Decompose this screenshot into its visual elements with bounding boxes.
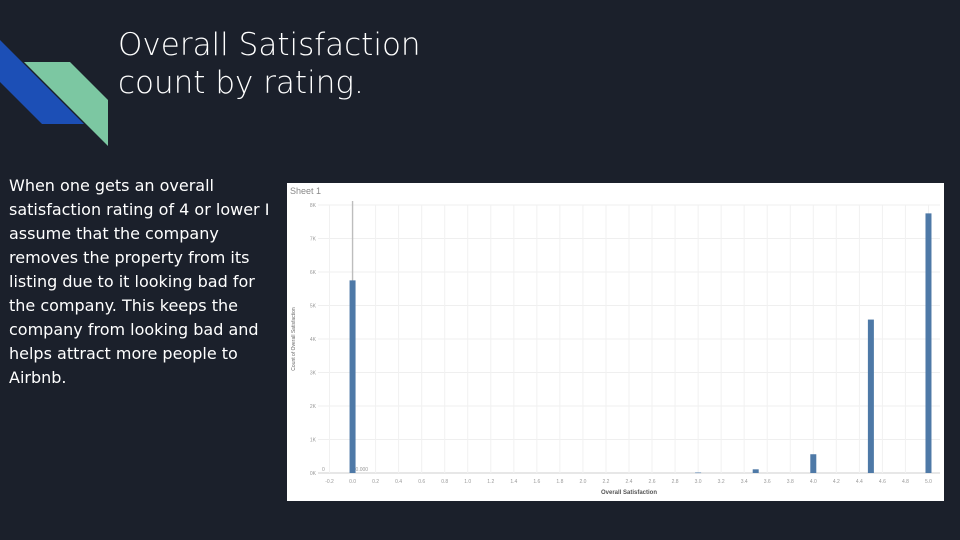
x-tick-label: 0.2 [372, 479, 379, 485]
blue-stripe [0, 40, 84, 124]
x-tick-label: 4.4 [856, 479, 863, 485]
x-tick-label: 4.0 [810, 479, 817, 485]
bar [810, 454, 817, 473]
y-axis-title: Count of Overall Satisfaction [291, 307, 297, 371]
x-tick-label: 5.0 [925, 479, 932, 485]
slide-body-text: When one gets an overall satisfaction ra… [9, 176, 270, 387]
x-tick-label: 1.4 [510, 479, 517, 485]
y-tick-label: 0K [310, 471, 317, 477]
x-tick-label: 0.6 [418, 479, 425, 485]
y-tick-label: 5K [310, 304, 317, 310]
x-tick-label: 2.2 [602, 479, 609, 485]
x-tick-label: 2.0 [579, 479, 586, 485]
x-tick-label: 2.6 [649, 479, 656, 485]
bar [867, 319, 874, 473]
x-tick-label: 2.4 [626, 479, 633, 485]
zero-label: 0 [322, 467, 325, 473]
x-tick-label: 1.2 [487, 479, 494, 485]
x-tick-label: 4.8 [902, 479, 909, 485]
x-tick-label: 1.8 [556, 479, 563, 485]
y-tick-label: 2K [310, 404, 317, 410]
x-tick-label: 4.6 [879, 479, 886, 485]
x-tick-label: -0.2 [325, 479, 334, 485]
x-tick-label: 4.2 [833, 479, 840, 485]
bar-chart: 0K 1K 2K 3K 4K 5K 6K 7K 8K -0.2 0.0 0.2 0.4 0.6 0.8 1.0… [291, 201, 940, 496]
x-tick-label: 3.2 [718, 479, 725, 485]
x-tick-label: 0.0 [349, 479, 356, 485]
x-tick-label: 0.8 [441, 479, 448, 485]
green-stripe [24, 62, 108, 146]
bar [752, 469, 759, 473]
x-tick-label: 3.0 [695, 479, 702, 485]
x-axis-title: Overall Satisfaction [601, 490, 657, 496]
x-tick-label: 2.8 [672, 479, 679, 485]
x-tick-label: 1.0 [464, 479, 471, 485]
x-tick-label: 1.6 [533, 479, 540, 485]
y-tick-label: 4K [310, 337, 317, 343]
reference-line-label: 0.000 [356, 467, 369, 473]
x-tick-label: 0.4 [395, 479, 402, 485]
bar [349, 280, 356, 473]
x-tick-label: 3.8 [787, 479, 794, 485]
y-tick-label: 8K [310, 203, 317, 209]
chart-panel: Sheet 1 0K 1K 2K 3K 4K 5K 6K 7K 8K -0.2 0.0 0.2 0.4 0… [287, 183, 944, 501]
bar [695, 472, 702, 474]
y-tick-label: 7K [310, 237, 317, 243]
y-tick-label: 3K [310, 371, 317, 377]
x-tick-label: 3.6 [764, 479, 771, 485]
slide-corner-decoration [0, 40, 108, 146]
sheet-title: Sheet 1 [290, 186, 322, 196]
bar [925, 213, 932, 473]
y-tick-label: 1K [310, 438, 317, 444]
slide-title: Overall Satisfaction count by rating. [118, 27, 421, 101]
x-tick-label: 3.4 [741, 479, 748, 485]
y-tick-label: 6K [310, 270, 317, 276]
